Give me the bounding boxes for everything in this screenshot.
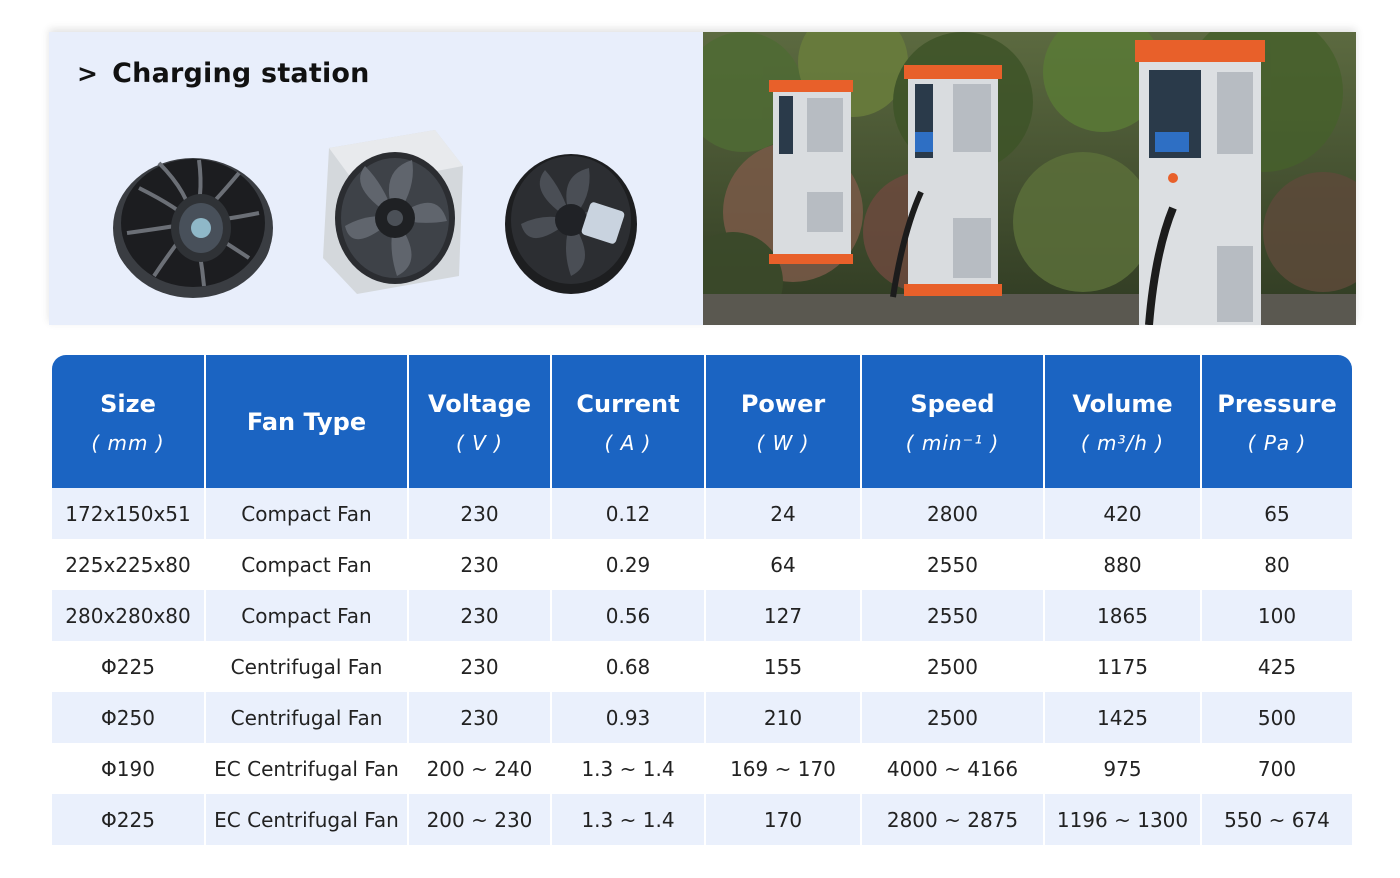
charging-station-illustration	[703, 32, 1356, 325]
cell-volume: 1425	[1045, 692, 1202, 743]
compact-fan-round-image	[505, 154, 637, 294]
cell-voltage: 230	[409, 641, 552, 692]
cell-pressure: 100	[1202, 590, 1352, 641]
cell-volume: 420	[1045, 488, 1202, 539]
fan-spec-table-container: Size ( mm ) Fan Type Voltage ( V ) Curre…	[52, 355, 1352, 845]
section-title-text: Charging station	[112, 58, 370, 89]
cell-power: 155	[706, 641, 862, 692]
charging-station-1	[769, 80, 853, 264]
charging-station-photo	[703, 32, 1356, 325]
cell-fan-type: Centrifugal Fan	[206, 692, 409, 743]
cell-voltage: 200 ~ 230	[409, 794, 552, 845]
chevron-right-icon: >	[77, 59, 99, 88]
cell-pressure: 700	[1202, 743, 1352, 794]
cell-current: 0.56	[552, 590, 706, 641]
cell-power: 210	[706, 692, 862, 743]
table-row: Φ225 EC Centrifugal Fan 200 ~ 230 1.3 ~ …	[52, 794, 1352, 845]
cell-size: 280x280x80	[52, 590, 206, 641]
cell-current: 0.29	[552, 539, 706, 590]
cell-power: 170	[706, 794, 862, 845]
cell-pressure: 425	[1202, 641, 1352, 692]
cell-current: 0.68	[552, 641, 706, 692]
header-power: Power ( W )	[706, 355, 862, 488]
cell-size: 225x225x80	[52, 539, 206, 590]
charging-station-3	[1135, 40, 1265, 325]
cell-pressure: 550 ~ 674	[1202, 794, 1352, 845]
cell-speed: 2500	[862, 692, 1045, 743]
fan-products-panel: > Charging station	[49, 32, 703, 325]
cell-current: 0.93	[552, 692, 706, 743]
cell-voltage: 200 ~ 240	[409, 743, 552, 794]
cell-pressure: 65	[1202, 488, 1352, 539]
cell-fan-type: EC Centrifugal Fan	[206, 743, 409, 794]
charging-station-2	[890, 65, 1002, 298]
cell-size: Φ225	[52, 794, 206, 845]
table-row: 225x225x80 Compact Fan 230 0.29 64 2550 …	[52, 539, 1352, 590]
cell-power: 24	[706, 488, 862, 539]
cell-volume: 975	[1045, 743, 1202, 794]
cell-pressure: 80	[1202, 539, 1352, 590]
cell-current: 0.12	[552, 488, 706, 539]
cell-speed: 2800	[862, 488, 1045, 539]
cell-voltage: 230	[409, 692, 552, 743]
cell-voltage: 230	[409, 488, 552, 539]
cell-size: 172x150x51	[52, 488, 206, 539]
cell-speed: 2800 ~ 2875	[862, 794, 1045, 845]
cell-volume: 1865	[1045, 590, 1202, 641]
table-row: Φ225 Centrifugal Fan 230 0.68 155 2500 1…	[52, 641, 1352, 692]
cell-size: Φ225	[52, 641, 206, 692]
header-voltage: Voltage ( V )	[409, 355, 552, 488]
cell-fan-type: Centrifugal Fan	[206, 641, 409, 692]
product-banner: > Charging station	[49, 32, 1356, 325]
table-row: Φ250 Centrifugal Fan 230 0.93 210 2500 1…	[52, 692, 1352, 743]
cell-speed: 4000 ~ 4166	[862, 743, 1045, 794]
header-size: Size ( mm )	[52, 355, 206, 488]
header-pressure: Pressure ( Pa )	[1202, 355, 1352, 488]
table-row: 172x150x51 Compact Fan 230 0.12 24 2800 …	[52, 488, 1352, 539]
cell-power: 64	[706, 539, 862, 590]
cell-speed: 2500	[862, 641, 1045, 692]
cell-volume: 1196 ~ 1300	[1045, 794, 1202, 845]
header-speed: Speed ( min⁻¹ )	[862, 355, 1045, 488]
centrifugal-fan-image	[113, 158, 273, 298]
compact-fan-square-image	[323, 130, 463, 294]
cell-fan-type: Compact Fan	[206, 488, 409, 539]
header-fan-type: Fan Type	[206, 355, 409, 488]
cell-current: 1.3 ~ 1.4	[552, 794, 706, 845]
cell-volume: 1175	[1045, 641, 1202, 692]
cell-current: 1.3 ~ 1.4	[552, 743, 706, 794]
cell-power: 169 ~ 170	[706, 743, 862, 794]
cell-voltage: 230	[409, 590, 552, 641]
cell-power: 127	[706, 590, 862, 641]
table-row: Φ190 EC Centrifugal Fan 200 ~ 240 1.3 ~ …	[52, 743, 1352, 794]
cell-size: Φ250	[52, 692, 206, 743]
cell-pressure: 500	[1202, 692, 1352, 743]
section-title: > Charging station	[77, 58, 370, 89]
table-header-row: Size ( mm ) Fan Type Voltage ( V ) Curre…	[52, 355, 1352, 488]
cell-fan-type: EC Centrifugal Fan	[206, 794, 409, 845]
cell-speed: 2550	[862, 539, 1045, 590]
cell-volume: 880	[1045, 539, 1202, 590]
table-row: 280x280x80 Compact Fan 230 0.56 127 2550…	[52, 590, 1352, 641]
cell-fan-type: Compact Fan	[206, 590, 409, 641]
header-current: Current ( A )	[552, 355, 706, 488]
cell-voltage: 230	[409, 539, 552, 590]
cell-speed: 2550	[862, 590, 1045, 641]
cell-size: Φ190	[52, 743, 206, 794]
fan-spec-table: Size ( mm ) Fan Type Voltage ( V ) Curre…	[52, 355, 1352, 845]
cell-fan-type: Compact Fan	[206, 539, 409, 590]
header-volume: Volume ( m³/h )	[1045, 355, 1202, 488]
